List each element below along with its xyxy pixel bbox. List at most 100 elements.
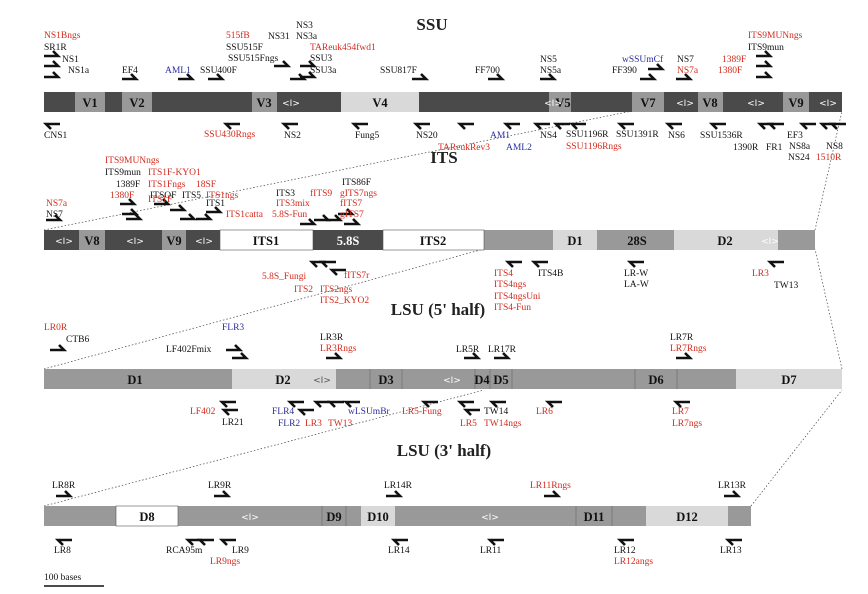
region-d12: D12 [676,510,698,524]
reverse-primer-arrow [616,122,634,130]
primer-label: NS2 [284,131,301,141]
forward-primer-arrow [206,206,224,214]
region-v8: V8 [84,234,99,248]
primer-label: AML1 [165,66,191,76]
reverse-primer-arrow [486,538,504,546]
primer-label: ITS9MUNngs [748,31,803,41]
primer-label: LR9ngs [210,557,240,567]
primer-label: wSSUmCf [622,54,664,65]
primer-label: LR14 [388,546,410,556]
primer-label: LR3 [305,419,322,429]
primer-label: NS6 [668,131,685,141]
forward-primer-arrow [338,208,356,216]
primer-label: RCA95m [166,546,203,556]
lsu5-title: LSU (5' half) [391,300,485,319]
forward-primer-arrow [300,60,318,68]
reverse-primer-arrow [218,538,236,546]
forward-primer-arrow [154,198,172,206]
primer-label: LR11 [480,546,502,556]
primer-label: 515fB [226,30,250,41]
primer-label: SSU1196R [566,130,609,140]
primer-label: SSU817F [380,66,417,76]
primer-label: FLR4 [272,407,294,417]
primer-label: NS1Bngs [44,31,81,41]
ssu-title: SSU [416,15,447,34]
primer-label: LR5-Fung [402,407,442,417]
region-v4: V4 [372,96,388,110]
primer-label: ITS4ngs [494,280,527,290]
primer-label: LR12 [614,546,636,556]
intron-marker: <I> [241,513,259,523]
reverse-primer-arrow [488,400,506,408]
primer-label: LR17R [488,345,517,355]
primer-label: LR21 [222,418,244,428]
forward-primer-arrow [120,198,138,206]
primer-label: CTB6 [66,335,89,345]
primer-label: SSU430Rngs [204,130,256,140]
forward-primer-arrow [170,204,188,212]
reverse-primer-arrow [544,400,562,408]
region-its1: ITS1 [253,234,279,248]
forward-primer-arrow [122,73,140,81]
intron-marker: <I> [761,237,779,247]
intron-marker: <I> [195,237,213,247]
primer-label: 18SF [196,180,216,190]
forward-primer-arrow [724,490,742,498]
forward-primer-arrow [44,60,62,68]
forward-primer-arrow [44,50,62,58]
forward-primer-arrow [126,213,144,221]
primer-label: LR7ngs [672,419,702,429]
forward-primer-arrow [756,60,774,68]
reverse-primer-arrow [326,400,344,408]
forward-primer-arrow [314,214,332,222]
primer-label: LR14R [384,481,413,491]
reverse-primer-arrow [664,122,682,130]
reverse-primer-arrow [390,538,408,546]
primer-label: TW14ngs [484,419,522,429]
primer-label: LR5R [456,345,480,355]
intron-marker: <I> [544,99,562,109]
primer-label: LR7 [672,407,689,417]
primer-label: ITS1F [148,195,172,205]
primer-label: SSU515F [226,43,263,53]
primer-label: TW13 [328,419,353,429]
reverse-primer-arrow [222,122,240,130]
primer-label: LR7R [670,333,694,343]
reverse-primer-arrow [552,122,570,130]
primer-label: ITS2_KYO2 [320,296,369,306]
reverse-primer-arrow [530,260,548,268]
reverse-primer-arrow [456,400,474,408]
reverse-primer-arrow [184,538,202,546]
primer-label: 1389F [722,55,746,65]
primer-label: ITS3mix [276,199,310,209]
reverse-primer-arrow [196,538,214,546]
primer-label: ITS4 [494,269,513,279]
forward-primer-arrow [464,352,482,360]
primer-label: Fung5 [355,131,380,141]
reverse-primer-arrow [616,538,634,546]
forward-primer-arrow [274,60,292,68]
forward-primer-arrow [756,50,774,58]
reverse-primer-arrow [456,122,474,130]
primer-label: 5.8S-Fun [272,210,307,220]
region-v3: V3 [256,96,271,110]
forward-primer-arrow [56,490,74,498]
primer-label: ITSOF [150,191,176,201]
reverse-primer-arrow [504,260,522,268]
forward-primer-arrow [180,213,198,221]
reverse-primer-arrow [42,122,60,130]
primer-label: ITS1 [206,199,225,209]
reverse-primer-arrow [350,122,368,130]
reverse-primer-arrow [218,400,236,408]
reverse-primer-arrow [296,408,314,416]
primer-label: TAReukRev3 [438,143,490,153]
primer-label: SSU515Fngs [228,54,278,64]
region-d3: D3 [378,373,393,387]
intron-marker: <I> [126,237,144,247]
primer-label: NS3 [296,21,313,31]
primer-label: ITS9mun [105,168,141,178]
lsu3-track: D8 <I> D9 D10 <I> D11 D12 [44,505,751,527]
primer-label: NS7 [677,55,694,65]
region-d6: D6 [648,373,663,387]
primer-label: SSU1196Rngs [566,142,622,152]
